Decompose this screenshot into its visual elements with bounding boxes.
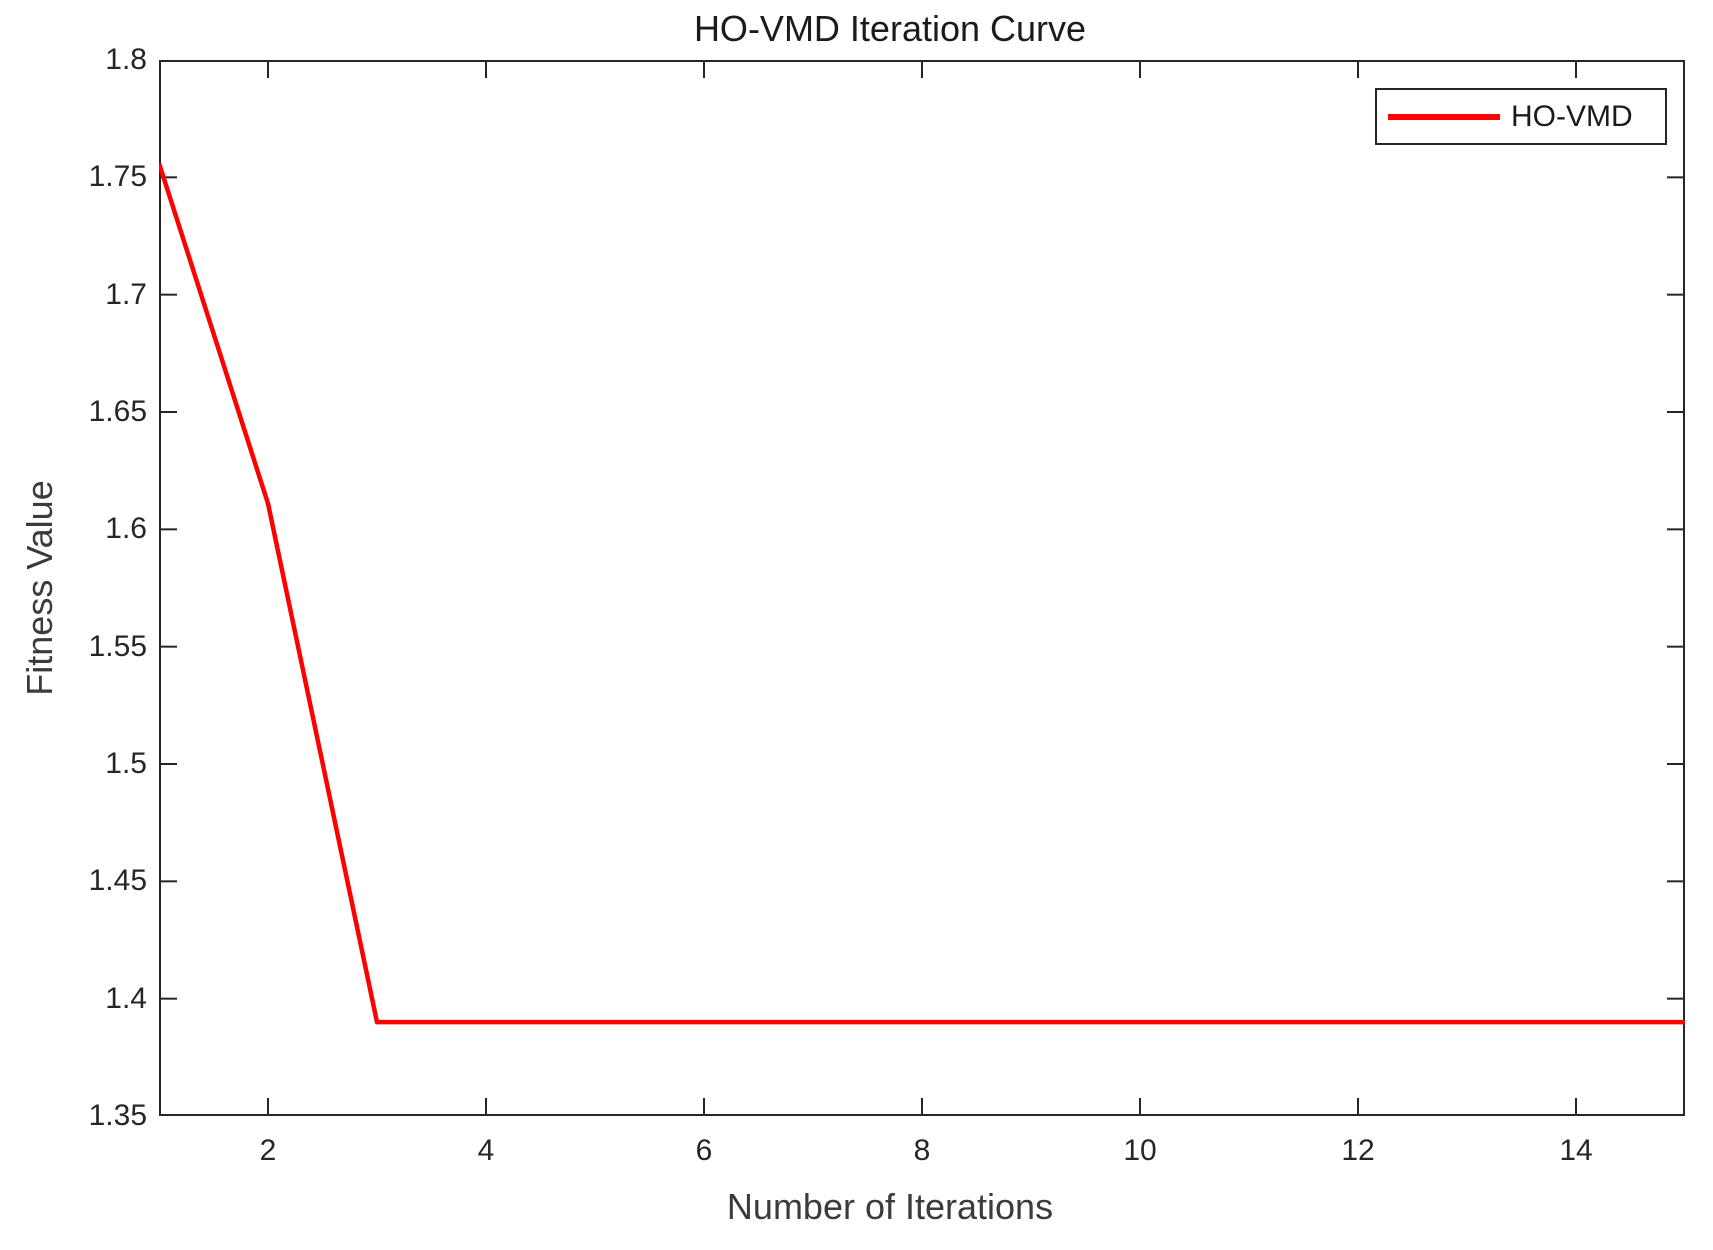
series-line-ho-vmd: [159, 162, 1685, 1025]
y-tick-label: 1.5: [105, 747, 147, 780]
legend-line-sample: [1388, 113, 1500, 120]
legend[interactable]: HO-VMD: [1375, 88, 1667, 145]
y-tick-label: 1.75: [88, 160, 147, 194]
x-tick-label: 6: [695, 1134, 713, 1167]
plot-border: [159, 60, 1685, 1116]
x-axis-label: Number of Iterations: [726, 1186, 1054, 1227]
x-tick-label: 2: [259, 1134, 277, 1167]
legend-label: HO-VMD: [1511, 99, 1633, 133]
x-tick-label: 4: [477, 1134, 495, 1167]
plot-area: [159, 60, 1685, 1116]
y-tick-label: 1.8: [105, 43, 147, 76]
y-tick-label: 1.7: [105, 277, 147, 311]
x-tick-label: 10: [1123, 1134, 1157, 1167]
x-tick-label: 8: [913, 1134, 931, 1167]
y-tick-label: 1.35: [88, 1099, 147, 1132]
chart-title: HO-VMD Iteration Curve: [693, 8, 1087, 49]
x-tick-label: 12: [1341, 1134, 1375, 1167]
y-tick-label: 1.4: [105, 981, 147, 1015]
y-tick-label: 1.55: [88, 629, 147, 663]
x-tick-label: 14: [1559, 1134, 1593, 1167]
y-tick-label: 1.6: [105, 512, 147, 546]
y-tick-label: 1.65: [88, 395, 147, 428]
y-tick-label: 1.45: [88, 864, 147, 898]
